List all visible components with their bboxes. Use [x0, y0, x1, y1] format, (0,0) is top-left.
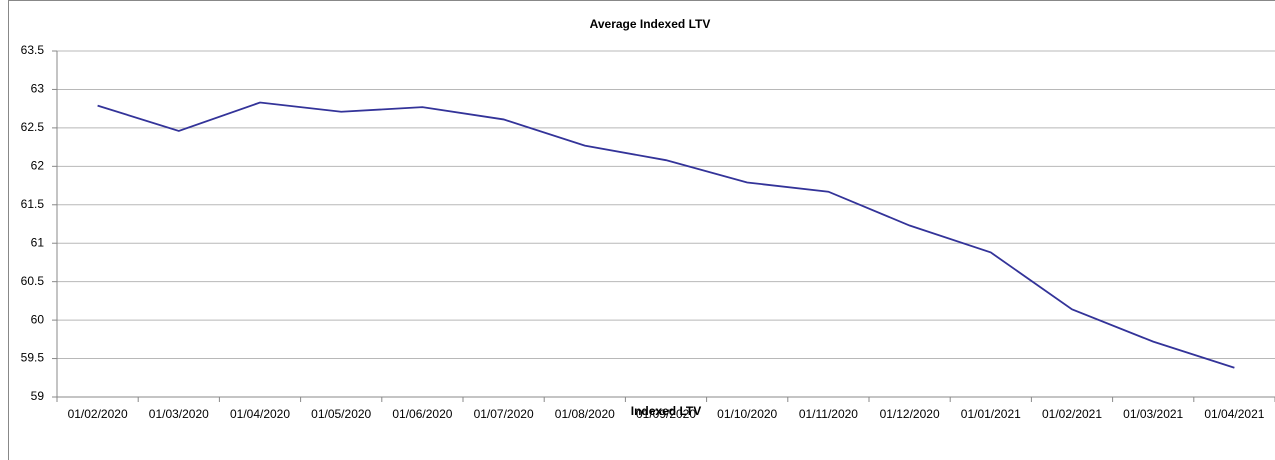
- y-tick-label: 60: [31, 312, 45, 326]
- x-tick-label: 01/11/2020: [799, 407, 858, 421]
- chart-title: Average Indexed LTV: [590, 17, 711, 31]
- y-tick-label: 59: [31, 389, 45, 403]
- y-tick-label: 61: [31, 235, 45, 249]
- x-tick-label: 01/09/2020: [636, 407, 696, 421]
- x-tick-label: 01/06/2020: [392, 407, 452, 421]
- x-tick-label: 01/04/2020: [230, 407, 290, 421]
- chart-frame: [8, 0, 1275, 460]
- x-tick-label: 01/05/2020: [311, 407, 371, 421]
- y-tick-label: 62.5: [21, 120, 45, 134]
- x-tick-label: 01/02/2021: [1042, 407, 1102, 421]
- y-tick-label: 63.5: [21, 43, 45, 57]
- y-tick-label: 62: [31, 159, 45, 173]
- x-tick-label: 01/07/2020: [474, 407, 534, 421]
- y-tick-label: 59.5: [21, 351, 45, 365]
- x-tick-label: 01/12/2020: [880, 407, 940, 421]
- x-tick-label: 01/04/2021: [1204, 407, 1264, 421]
- x-tick-label: 01/03/2021: [1123, 407, 1183, 421]
- x-tick-label: 01/03/2020: [149, 407, 209, 421]
- x-tick-label: 01/02/2020: [68, 407, 128, 421]
- x-axis-title: Indexed LTV: [631, 404, 701, 418]
- data-line: [97, 101, 1235, 369]
- y-tick-label: 60.5: [21, 274, 45, 288]
- x-tick-label: 01/01/2021: [961, 407, 1021, 421]
- x-tick-label: 01/10/2020: [717, 407, 777, 421]
- y-tick-label: 63: [31, 82, 45, 96]
- y-tick-label: 61.5: [21, 197, 45, 211]
- x-tick-label: 01/08/2020: [555, 407, 615, 421]
